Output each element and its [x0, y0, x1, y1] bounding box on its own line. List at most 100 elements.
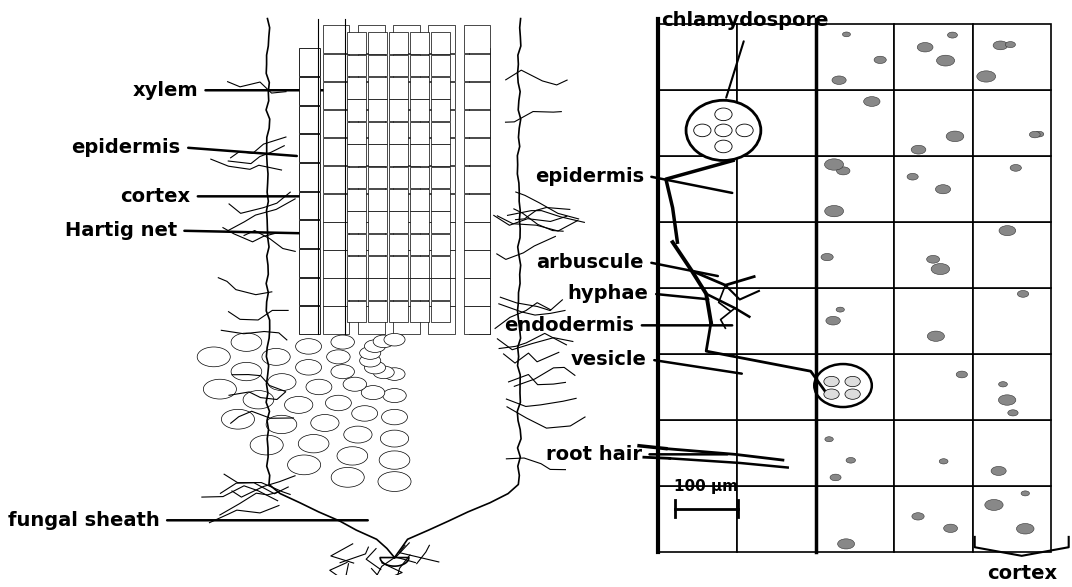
Bar	[816, 486, 894, 552]
Circle shape	[836, 307, 845, 312]
Bar	[358, 82, 385, 109]
Bar	[463, 53, 490, 81]
Bar	[346, 301, 366, 322]
Circle shape	[222, 409, 254, 429]
Ellipse shape	[694, 124, 711, 137]
Circle shape	[378, 472, 411, 491]
Bar	[410, 99, 429, 122]
Text: fungal sheath: fungal sheath	[8, 511, 160, 530]
Bar	[736, 288, 816, 354]
Circle shape	[268, 374, 296, 390]
Bar	[429, 306, 456, 334]
Bar	[972, 288, 1052, 354]
Circle shape	[993, 41, 1008, 50]
Bar	[389, 122, 408, 144]
Circle shape	[947, 131, 964, 141]
Bar	[368, 278, 387, 300]
Bar	[431, 144, 450, 166]
Circle shape	[836, 167, 850, 175]
Bar	[463, 110, 490, 137]
Bar	[346, 122, 366, 144]
Bar	[389, 211, 408, 233]
Circle shape	[843, 32, 850, 37]
Bar	[346, 144, 366, 166]
Bar	[346, 99, 366, 122]
Circle shape	[284, 396, 313, 413]
Circle shape	[948, 32, 957, 38]
Bar	[463, 82, 490, 109]
Circle shape	[992, 467, 1007, 475]
Bar	[470, 106, 490, 133]
Bar	[410, 167, 429, 188]
Bar	[346, 211, 366, 233]
Ellipse shape	[715, 124, 732, 137]
Ellipse shape	[824, 389, 839, 399]
Bar	[429, 166, 456, 194]
Bar	[972, 156, 1052, 222]
Circle shape	[343, 377, 367, 392]
Circle shape	[864, 97, 880, 106]
Circle shape	[824, 205, 844, 217]
Circle shape	[833, 383, 848, 392]
Bar	[894, 156, 972, 222]
Bar	[894, 24, 972, 90]
Bar	[463, 306, 490, 334]
Circle shape	[232, 362, 262, 381]
Circle shape	[956, 371, 967, 378]
Bar	[299, 306, 319, 334]
Bar	[389, 301, 408, 322]
Bar	[299, 134, 319, 162]
Polygon shape	[266, 19, 521, 558]
Circle shape	[327, 350, 351, 364]
Circle shape	[837, 539, 854, 549]
Bar	[658, 90, 736, 156]
Ellipse shape	[715, 108, 732, 121]
Bar	[299, 192, 319, 220]
Circle shape	[939, 458, 948, 464]
Bar	[431, 55, 450, 76]
Bar	[658, 288, 736, 354]
Bar	[393, 278, 420, 306]
Bar	[368, 234, 387, 255]
Bar	[816, 420, 894, 486]
Bar	[658, 156, 736, 222]
Bar	[393, 82, 420, 109]
Bar	[431, 278, 450, 300]
Bar	[972, 420, 1052, 486]
Bar	[358, 110, 385, 137]
Bar	[410, 77, 429, 99]
Bar	[346, 77, 366, 99]
Ellipse shape	[824, 376, 839, 387]
Bar	[368, 55, 387, 76]
Bar	[393, 138, 420, 166]
Bar	[410, 32, 429, 54]
Circle shape	[911, 146, 926, 154]
Bar	[389, 189, 408, 211]
Circle shape	[1006, 42, 1015, 48]
Circle shape	[977, 71, 996, 82]
Bar	[463, 138, 490, 166]
Bar	[393, 250, 420, 278]
Circle shape	[243, 390, 273, 409]
Circle shape	[359, 347, 381, 359]
Bar	[429, 222, 456, 249]
Bar	[972, 486, 1052, 552]
Bar	[389, 278, 408, 300]
Circle shape	[824, 159, 844, 170]
Bar	[470, 192, 490, 220]
Bar	[894, 288, 972, 354]
Text: hyphae: hyphae	[568, 284, 649, 303]
Text: epidermis: epidermis	[72, 138, 181, 157]
Bar	[463, 278, 490, 306]
Bar	[658, 420, 736, 486]
Circle shape	[1029, 131, 1040, 138]
Bar	[429, 138, 456, 166]
Bar	[358, 25, 385, 53]
Circle shape	[359, 355, 381, 367]
Circle shape	[943, 524, 957, 532]
Bar	[429, 250, 456, 278]
Bar	[431, 32, 450, 54]
Circle shape	[907, 173, 919, 180]
Bar	[816, 90, 894, 156]
Bar	[894, 420, 972, 486]
